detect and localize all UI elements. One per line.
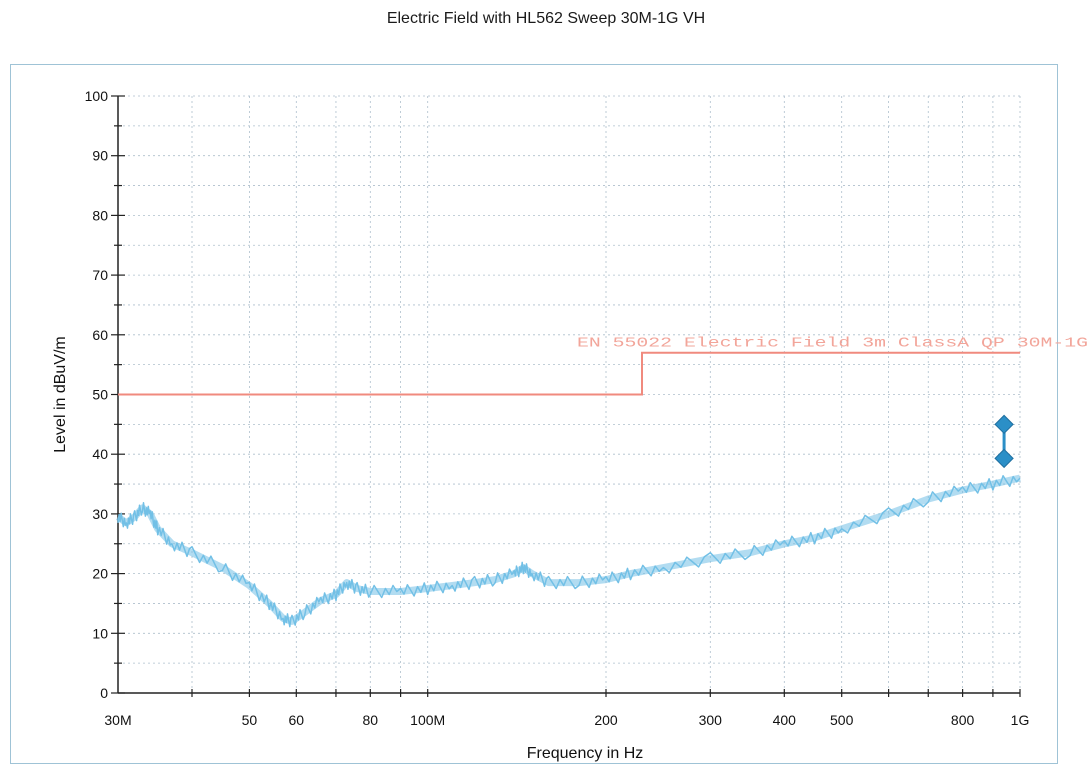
chart-title: Electric Field with HL562 Sweep 30M-1G V… (386, 10, 706, 27)
x-tick-label: 1G (1011, 712, 1030, 728)
y-tick-label: 70 (92, 267, 108, 283)
x-tick-label: 80 (363, 712, 379, 728)
x-tick-label: 100M (410, 712, 445, 728)
x-tick-label: 200 (594, 712, 618, 728)
ticks-layer: 0 10 20 30 40 50 60 70 80 90 100 30M 50 60 80 100M 200 30… (85, 88, 1030, 728)
y-tick-label: 100 (85, 88, 109, 104)
x-tick-label: 300 (699, 712, 723, 728)
marker-layer (994, 414, 1014, 469)
y-tick-label: 80 (92, 207, 108, 223)
x-tick-label: 50 (242, 712, 258, 728)
x-tick-label: 800 (951, 712, 975, 728)
y-tick-label: 60 (92, 327, 108, 343)
y-tick-label: 30 (92, 506, 108, 522)
y-tick-label: 10 (92, 625, 108, 641)
y-tick-label: 40 (92, 446, 108, 462)
x-tick-label: 60 (289, 712, 305, 728)
series-layer: EN 55022 Electric Field 3m ClassA QP 30M… (115, 336, 1088, 628)
x-tick-label: 400 (773, 712, 797, 728)
measurement-marker (994, 414, 1014, 435)
x-tick-label: 30M (104, 712, 131, 728)
limit-line (118, 351, 1020, 396)
y-tick-label: 0 (100, 685, 108, 701)
y-axis-title: Level in dBuV/m (52, 336, 69, 453)
y-tick-label: 20 (92, 566, 108, 582)
y-tick-label: 90 (92, 148, 108, 164)
y-tick-label: 50 (92, 387, 108, 403)
measurement-trace (117, 475, 1021, 628)
x-axis-title: Frequency in Hz (527, 745, 644, 762)
x-tick-label: 500 (830, 712, 854, 728)
measurement-band (115, 474, 1021, 625)
plot-frame (10, 64, 1058, 764)
measurement-marker (994, 448, 1014, 469)
limit-line-label: EN 55022 Electric Field 3m ClassA QP 30M… (577, 336, 1088, 352)
